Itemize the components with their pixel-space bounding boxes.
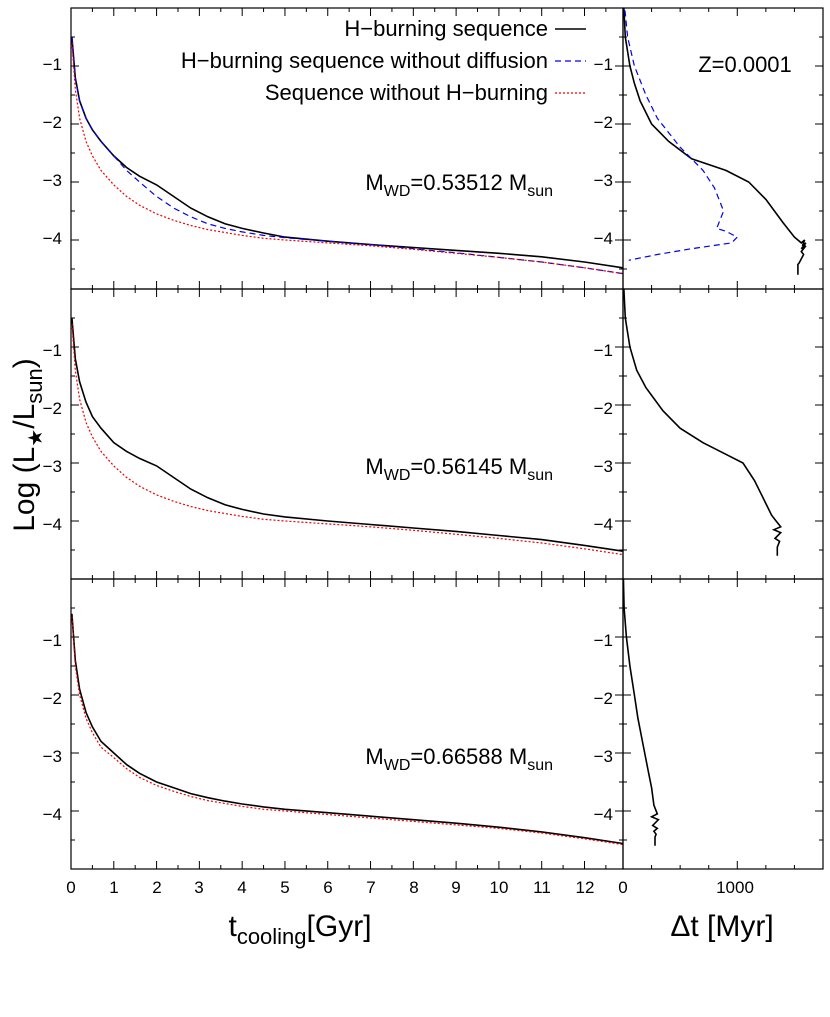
y-tick-label: −1 — [43, 55, 62, 74]
x-tick-label: 10 — [490, 878, 509, 897]
dt-tick-label: 1000 — [716, 878, 754, 897]
plot-middle-right — [623, 289, 783, 556]
panel-middle-left — [70, 288, 624, 580]
x-tick-label: 0 — [66, 878, 75, 897]
x-tick-label: 11 — [533, 878, 551, 897]
y-tick-label: −1 — [594, 55, 613, 74]
y-tick-label: −2 — [43, 399, 62, 418]
y-tick-label: −1 — [594, 341, 613, 360]
y-tick-labels: −1 −2 −3 −4 −1 −2 −3 −4 −1 −2 −3 −4 −1 −… — [43, 55, 613, 824]
dt-axis-title: Δt [Myr] — [670, 910, 773, 943]
x-tick-label: 2 — [152, 878, 161, 897]
y-tick-label: −3 — [594, 457, 613, 476]
plot-middle-left — [71, 317, 623, 556]
chart-marks — [71, 8, 807, 846]
x-tick-label: 7 — [366, 878, 375, 897]
y-tick-label: −1 — [594, 631, 613, 650]
plot-top-right — [623, 8, 807, 275]
panel-bottom-left — [70, 578, 624, 870]
series-line-solid — [623, 8, 807, 275]
x-tick-labels: 0 1 2 3 4 5 6 7 8 9 10 11 12 0 1000 — [66, 878, 754, 897]
plot-top-left — [71, 36, 623, 275]
y-tick-label: −1 — [43, 631, 62, 650]
y-tick-label: −4 — [594, 229, 613, 248]
y-tick-label: −3 — [594, 747, 613, 766]
plot-bottom-right — [623, 579, 660, 846]
tick-marks — [70, 8, 824, 869]
series-line-solid — [623, 289, 783, 556]
x-tick-label: 5 — [280, 878, 289, 897]
y-tick-label: −3 — [594, 171, 613, 190]
y-tick-label: −4 — [594, 515, 613, 534]
series-line-dotted — [71, 323, 623, 556]
x-tick-label: 9 — [451, 878, 460, 897]
y-tick-label: −2 — [43, 113, 62, 132]
y-tick-label: −1 — [43, 341, 62, 360]
plot-bottom-left — [71, 613, 623, 846]
y-axis-title: Log (L★/Lsun) — [8, 358, 47, 532]
series-line-solid — [71, 317, 623, 552]
mass-label-top: MWD=0.53512 Msun — [365, 170, 553, 200]
y-tick-label: −3 — [43, 171, 62, 190]
x-tick-label: 1 — [109, 878, 118, 897]
legend-label: H−burning sequence — [344, 16, 548, 41]
y-tick-label: −3 — [43, 747, 62, 766]
series-line-dotted — [71, 42, 623, 275]
legend: H−burning sequence H−burning sequence wi… — [181, 16, 586, 105]
panel-bottom-right — [622, 578, 824, 870]
x-tick-label: 3 — [194, 878, 203, 897]
y-tick-label: −4 — [43, 805, 62, 824]
x-tick-label: 6 — [323, 878, 332, 897]
x-axis-title: tcooling[Gyr] — [228, 910, 371, 949]
y-tick-label: −2 — [43, 689, 62, 708]
series-line-dashed — [624, 8, 739, 261]
legend-label: Sequence without H−burning — [265, 80, 548, 105]
mass-label-middle: MWD=0.56145 Msun — [365, 454, 553, 484]
series-line-solid — [71, 36, 623, 269]
dt-tick-label: 0 — [618, 878, 627, 897]
mass-label-bottom: MWD=0.66588 Msun — [365, 744, 553, 774]
panel-top-right — [622, 7, 824, 290]
y-tick-label: −2 — [594, 689, 613, 708]
metallicity-label: Z=0.0001 — [698, 52, 792, 77]
x-tick-label: 12 — [576, 878, 595, 897]
x-tick-label: 8 — [409, 878, 418, 897]
y-tick-label: −4 — [594, 805, 613, 824]
x-tick-label: 4 — [237, 878, 246, 897]
legend-label: H−burning sequence without diffusion — [181, 48, 548, 73]
series-line-dotted — [71, 616, 623, 846]
series-line-solid — [71, 613, 623, 845]
panel-middle-right — [622, 288, 824, 580]
y-tick-label: −4 — [43, 515, 62, 534]
series-line-solid — [623, 579, 660, 846]
y-tick-label: −2 — [594, 113, 613, 132]
y-tick-label: −2 — [594, 399, 613, 418]
y-tick-label: −4 — [43, 229, 62, 248]
y-tick-label: −3 — [43, 457, 62, 476]
